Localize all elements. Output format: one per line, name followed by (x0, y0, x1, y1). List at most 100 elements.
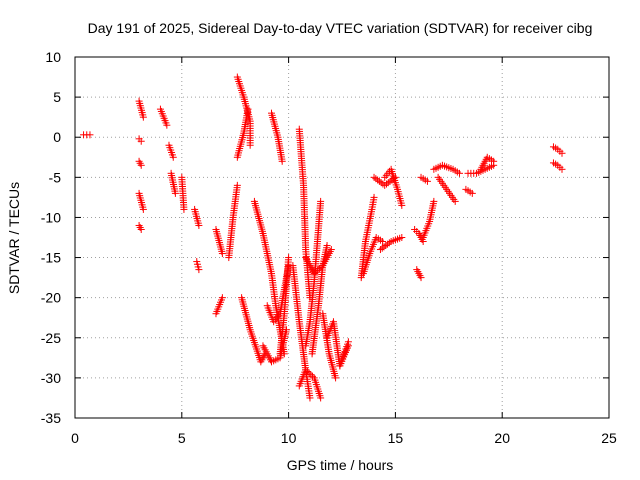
plus-marker (379, 238, 387, 246)
x-axis-tick-labels: 0 5 10 15 20 25 (71, 430, 617, 446)
plus-marker (305, 369, 313, 377)
series-t7_7b (233, 105, 252, 161)
plus-marker (398, 234, 406, 241)
series-t0_5 (80, 131, 94, 139)
series-t13_6 (357, 193, 378, 282)
plus-marker (558, 165, 566, 173)
y-tick-label: -30 (41, 370, 61, 386)
plus-marker (386, 177, 394, 185)
plus-marker (375, 177, 383, 185)
plus-marker (278, 157, 286, 165)
series-t13_8 (359, 234, 387, 278)
x-tick-label: 25 (601, 430, 617, 446)
y-axis-label: SDTVAR / TECUs (6, 182, 22, 294)
x-tick-label: 15 (388, 430, 404, 446)
plus-marker (86, 131, 94, 139)
plus-marker (383, 180, 390, 188)
data-markers (80, 73, 566, 402)
series-t16_5 (419, 197, 438, 241)
plus-marker (332, 374, 340, 382)
series-t11_0a (302, 246, 335, 278)
plus-marker (370, 173, 378, 181)
plus-marker (307, 371, 315, 379)
series-t22_5b (549, 159, 566, 173)
plus-marker (398, 201, 406, 209)
y-tick-label: 0 (53, 129, 61, 145)
series-t18_4 (462, 185, 476, 197)
plus-marker (382, 242, 390, 250)
plus-marker (317, 263, 325, 271)
plot-frame (74, 56, 610, 419)
plus-marker (169, 153, 177, 161)
y-tick-label: -35 (41, 410, 61, 426)
series-t7_9 (238, 294, 269, 366)
plus-marker (417, 274, 425, 282)
y-tick-label: -20 (41, 290, 61, 306)
series-t6_7b (212, 294, 226, 318)
plus-marker (376, 246, 384, 254)
plus-marker (381, 181, 389, 189)
plus-marker (430, 197, 438, 205)
series-t3_0a (135, 97, 147, 121)
series-t7_7a (233, 73, 254, 149)
series-t22_5a (549, 143, 566, 157)
plus-marker (306, 394, 314, 402)
series-t12_6 (336, 338, 352, 370)
plus-marker (233, 181, 241, 189)
plus-marker (137, 161, 145, 169)
plus-marker (137, 225, 145, 233)
plus-marker (385, 239, 393, 247)
series-t14_5 (376, 234, 406, 254)
series-t14_8 (381, 165, 406, 209)
series-t18_8 (464, 161, 498, 177)
plus-marker (246, 141, 254, 149)
series-t4_1 (156, 105, 171, 129)
series-t11_3 (308, 242, 331, 358)
series-t6_7a (212, 225, 226, 258)
series-t7_3 (225, 181, 241, 262)
y-tick-label: 5 (53, 89, 61, 105)
plus-marker (558, 149, 566, 157)
series-t16_1 (413, 266, 425, 282)
plus-marker (423, 177, 431, 185)
series-t5_7a (191, 205, 203, 229)
plus-marker (317, 394, 325, 402)
series-t3_0d (135, 189, 147, 213)
plus-marker (195, 266, 203, 274)
series-t3_0c (135, 157, 145, 169)
plus-marker (455, 169, 463, 177)
plus-marker (384, 240, 392, 248)
series-t10_6b (295, 366, 325, 402)
y-tick-label: -15 (41, 250, 61, 266)
x-tick-label: 20 (494, 430, 510, 446)
plus-marker (372, 175, 380, 183)
plus-marker (218, 250, 226, 258)
plus-marker (490, 157, 498, 165)
plus-marker (384, 179, 392, 187)
plus-marker (377, 179, 385, 187)
plus-marker (244, 105, 252, 113)
plus-marker (378, 244, 386, 252)
axis-ticks (74, 56, 610, 419)
series-t5_7b (193, 258, 203, 274)
y-tick-label: -10 (41, 209, 61, 225)
plus-marker (317, 197, 325, 205)
y-axis-tick-labels: 10 5 0 -5 -10 -15 -20 -25 -30 -35 (41, 49, 61, 426)
series-t11_0b (302, 197, 325, 350)
plus-marker (344, 338, 352, 346)
plus-marker (309, 372, 317, 380)
grid-lines (75, 57, 609, 418)
plus-marker (303, 367, 311, 375)
plus-marker (195, 221, 203, 229)
plus-marker (163, 121, 171, 129)
x-tick-label: 10 (281, 430, 297, 446)
series-t16_9 (430, 161, 463, 177)
plus-marker (171, 189, 179, 197)
series-t3_0e (135, 221, 145, 233)
series-t9_8 (276, 254, 293, 358)
series-t5_1 (178, 173, 188, 213)
y-tick-label: -5 (49, 169, 62, 185)
plus-marker (139, 113, 147, 121)
series-t4_5b (167, 169, 179, 197)
